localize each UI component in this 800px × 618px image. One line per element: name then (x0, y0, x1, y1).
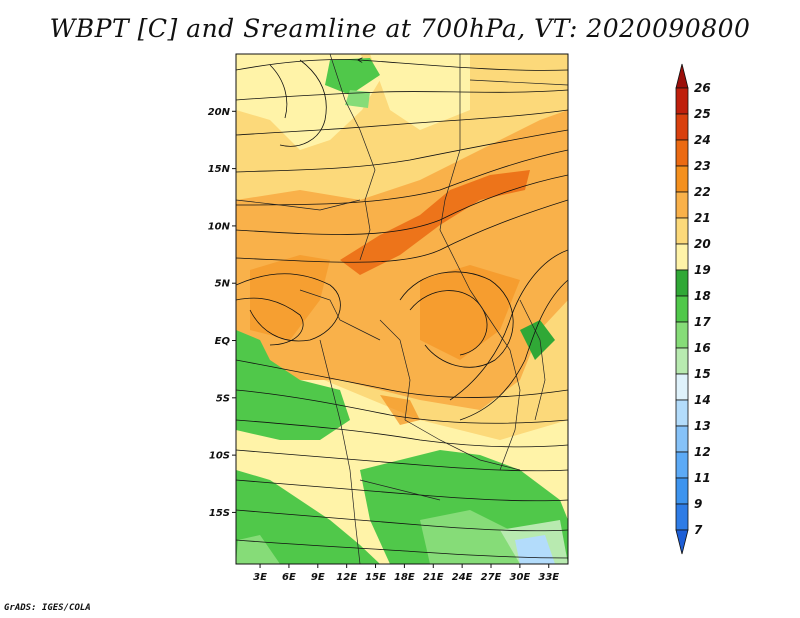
colorbar-label: 12 (694, 445, 711, 459)
colorbar-swatch (675, 217, 689, 245)
y-axis-ticks: 20N 15N 10N 5N EQ 5S 10S 15S (208, 107, 236, 519)
colorbar-swatch (675, 399, 689, 427)
x-tick-label: 21E (423, 572, 444, 583)
colorbar-label: 13 (694, 419, 711, 433)
colorbar-swatch (675, 113, 689, 141)
colorbar-label: 25 (694, 107, 711, 121)
y-tick-label: 5S (216, 393, 230, 404)
y-tick-label: 10N (208, 221, 231, 232)
x-tick-label: 3E (253, 572, 267, 583)
colorbar-label: 17 (694, 315, 711, 329)
colorbar-label: 16 (694, 341, 711, 355)
wbpt-field (236, 54, 568, 564)
colorbar-swatch (675, 191, 689, 219)
chart-title: WBPT [C] and Sreamline at 700hPa, VT: 20… (49, 14, 751, 43)
x-tick-label: 15E (365, 572, 386, 583)
plot-frame (235, 53, 569, 565)
colorbar-swatch (675, 87, 689, 115)
colorbar-label: 7 (694, 523, 703, 537)
colorbar-swatch (675, 477, 689, 505)
grads-credit: GrADS: IGES/COLA (4, 603, 91, 613)
colorbar-swatch (675, 295, 689, 323)
colorbar-label: 24 (694, 133, 711, 147)
colorbar-label: 14 (694, 393, 711, 407)
x-tick-label: 9E (311, 572, 325, 583)
colorbar-swatch (675, 425, 689, 453)
y-tick-label: 20N (208, 107, 231, 118)
colorbar-swatch (675, 165, 689, 193)
country-borders (236, 54, 568, 564)
y-tick-label: EQ (215, 336, 231, 347)
colorbar-bottom-arrow (675, 529, 689, 555)
colorbar-label: 23 (694, 159, 711, 173)
colorbar-swatch (675, 321, 689, 349)
x-tick-label: 12E (336, 572, 357, 583)
colorbar-top-arrow (675, 63, 689, 89)
colorbar-swatch (675, 451, 689, 479)
colorbar: 26 25 24 23 22 21 20 19 18 17 16 15 14 13 12 11 9 7 (675, 63, 711, 555)
y-tick-label: 10S (209, 451, 230, 462)
x-tick-label: 24E (452, 572, 473, 583)
colorbar-label: 19 (694, 263, 711, 277)
y-tick-label: 15N (208, 164, 231, 175)
colorbar-swatch (675, 139, 689, 167)
colorbar-label: 22 (694, 185, 711, 199)
x-tick-label: 18E (394, 572, 415, 583)
colorbar-label: 9 (694, 497, 702, 511)
streamlines (236, 59, 568, 559)
colorbar-label: 21 (694, 211, 711, 225)
colorbar-label: 11 (694, 471, 711, 485)
y-tick-label: 15S (209, 508, 230, 519)
colorbar-swatch (675, 347, 689, 375)
colorbar-label: 15 (694, 367, 711, 381)
x-tick-label: 33E (538, 572, 559, 583)
colorbar-label: 20 (694, 237, 711, 251)
x-tick-label: 27E (481, 572, 502, 583)
colorbar-swatch (675, 373, 689, 401)
colorbar-swatch (675, 243, 689, 271)
x-tick-label: 30E (510, 572, 531, 583)
colorbar-label: 18 (694, 289, 711, 303)
y-tick-label: 5N (215, 279, 231, 290)
colorbar-swatch (675, 503, 689, 531)
colorbar-swatch (675, 269, 689, 297)
colorbar-label: 26 (694, 81, 711, 95)
x-axis-ticks: 3E 6E 9E 12E 15E 18E 21E 24E 27E 30E 33E (253, 564, 559, 583)
x-tick-label: 6E (282, 572, 296, 583)
